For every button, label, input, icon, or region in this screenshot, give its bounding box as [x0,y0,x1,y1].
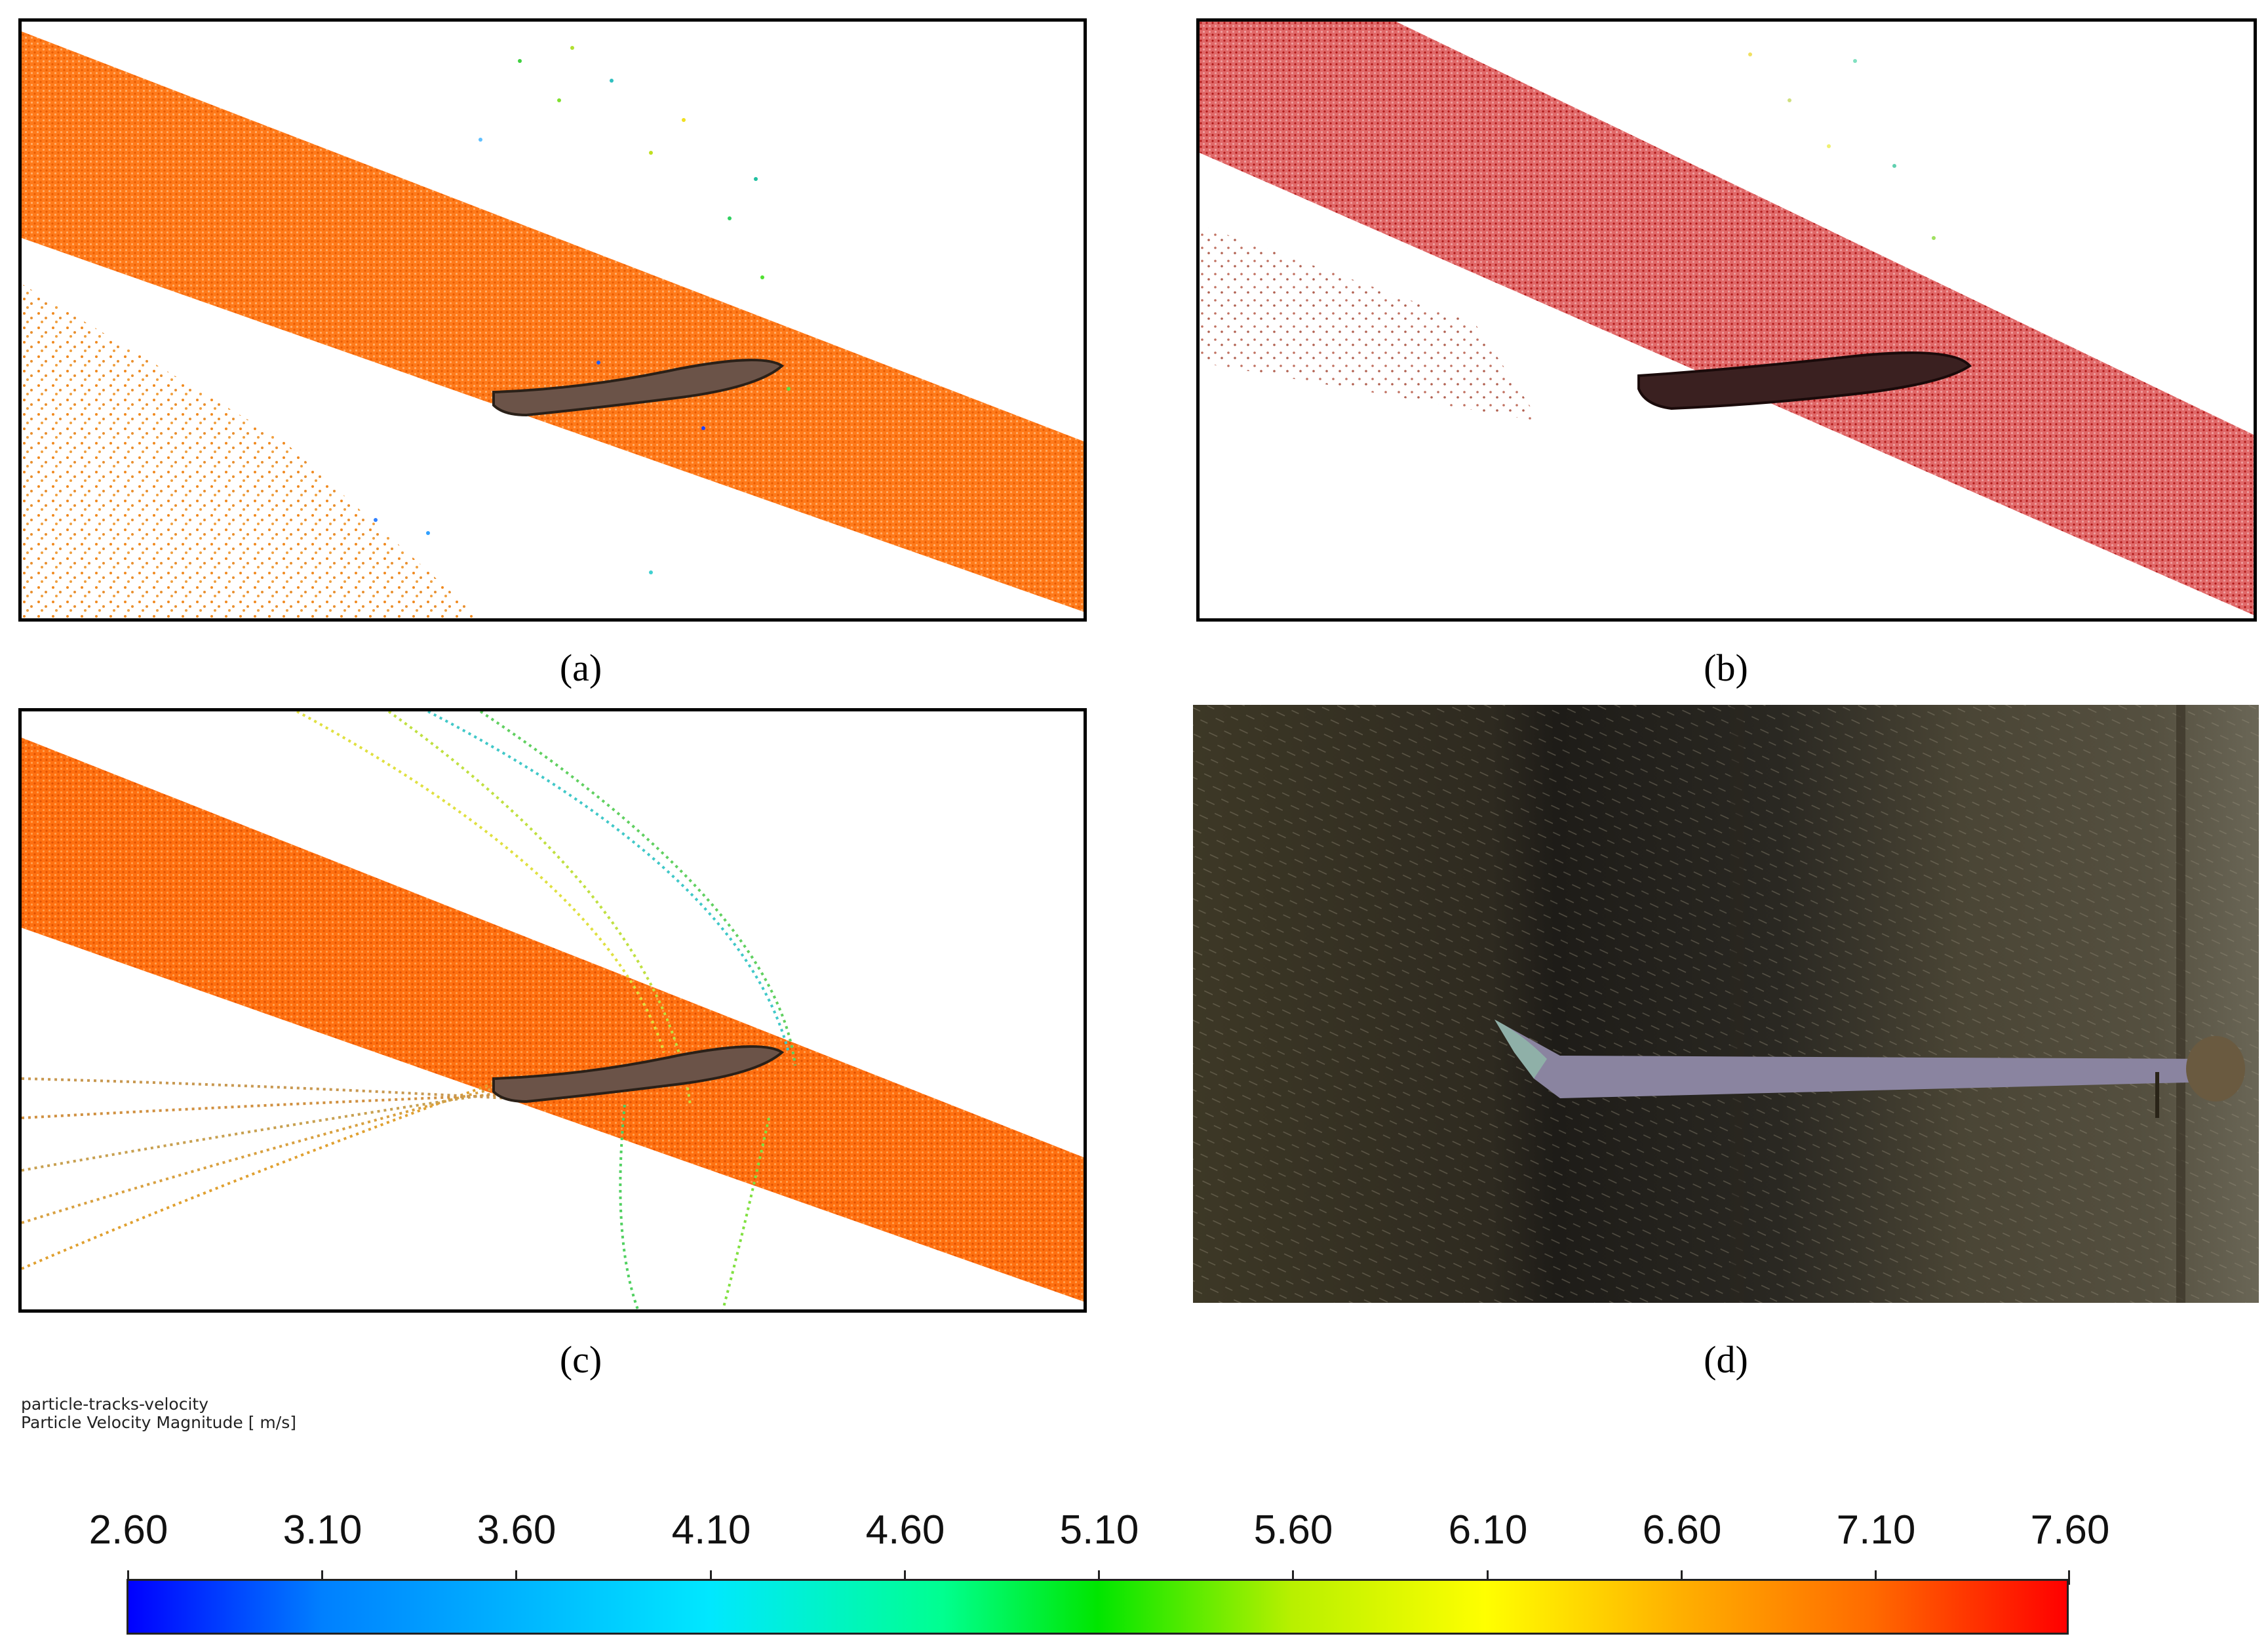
spray-simulation-c [22,711,1084,1309]
colorbar-tick [1487,1570,1489,1585]
colorbar-label: 3.60 [477,1507,557,1553]
colorbar-tick [904,1570,906,1585]
caption-b: (b) [1704,646,1748,689]
droplet-scatter [22,284,480,618]
blade-tip [1495,1020,1547,1079]
caption-a: (a) [559,646,602,689]
spray-simulation-b [1200,22,2254,615]
colorbar-label: 7.10 [1836,1507,1916,1553]
colorbar-label: 4.10 [671,1507,751,1553]
spray-simulation-a [22,31,1084,618]
spray-band [1200,22,2254,615]
panel-a [18,18,1087,622]
wing-blade [1495,1020,2212,1098]
legend-variable: Particle Velocity Magnitude [ m/s] [21,1413,296,1432]
colorbar-tick [1875,1570,1877,1585]
panel-b [1196,18,2257,622]
colorbar-tick [127,1570,129,1585]
colorbar-label: 4.60 [865,1507,945,1553]
colorbar-label: 3.10 [283,1507,362,1553]
particle-tracks [22,711,796,1309]
colorbar-label: 2.60 [88,1507,168,1553]
deflected-droplets [1748,52,1936,240]
mount-hub [2186,1036,2245,1102]
velocity-colorbar [127,1579,2069,1635]
colorbar-label: 5.60 [1253,1507,1333,1553]
colorbar-label: 5.10 [1059,1507,1139,1553]
airfoil [492,1045,785,1104]
spray-band [22,31,1084,612]
colorbar-label: 6.60 [1642,1507,1722,1553]
panel-c [18,708,1087,1313]
deflected-droplets [374,46,791,574]
droplet-scatter [1200,225,1540,422]
colorbar-tick [1098,1570,1100,1585]
colorbar-label: 7.60 [2030,1507,2110,1553]
colorbar-tick [1681,1570,1683,1585]
panel-d-photo [1193,705,2259,1303]
colorbar-tick [515,1570,517,1585]
legend-title: particle-tracks-velocity [21,1395,209,1414]
colorbar-tick [2068,1570,2070,1585]
airfoil [1637,351,1972,410]
caption-c: (c) [559,1338,602,1381]
spray-band [22,738,1084,1302]
airfoil [492,359,785,417]
wind-tunnel-photo [1193,705,2259,1303]
colorbar-tick [710,1570,712,1585]
caption-d: (d) [1704,1338,1748,1381]
colorbar-tick [321,1570,323,1585]
colorbar-tick [1292,1570,1294,1585]
colorbar-label: 6.10 [1448,1507,1528,1553]
